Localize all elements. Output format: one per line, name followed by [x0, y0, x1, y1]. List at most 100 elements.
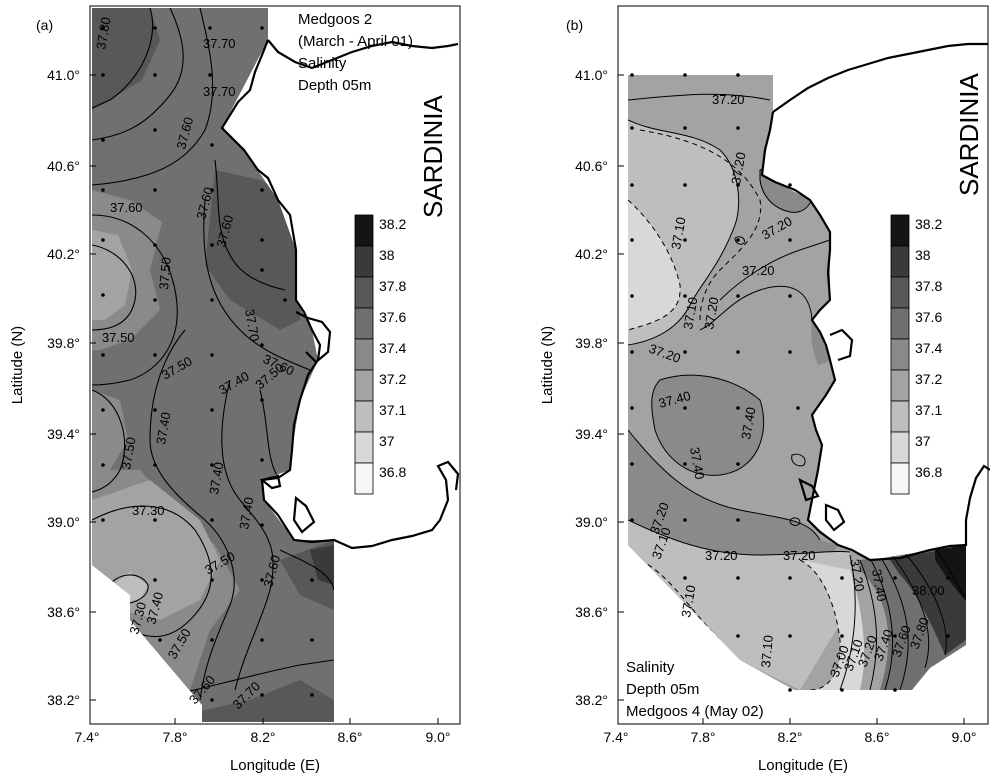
- colorbar-swatch: [354, 431, 374, 464]
- contour-label: 37.70: [242, 308, 262, 343]
- y-tick-label: 38.2°: [47, 692, 80, 708]
- colorbar-tick-label: 37.1: [379, 402, 406, 418]
- colorbar-tick-label: 38: [915, 247, 931, 263]
- y-tick-label: 41.0°: [575, 67, 608, 83]
- colorbar-swatch: [890, 307, 910, 340]
- y-tick-label: 38.6°: [575, 604, 608, 620]
- panel-a-stations: [101, 26, 314, 702]
- contour-label: 37.20: [783, 548, 816, 563]
- info-line: (March - April 01): [298, 33, 413, 50]
- contour-label: 37.40: [236, 496, 256, 531]
- contour-label: 37.40: [687, 446, 707, 481]
- colorbar-tick-label: 36.8: [915, 464, 942, 480]
- panel-b-colorbar: 38.2 38 37.8 37.6 37.4 37.2 37.1 37 36.8: [890, 214, 942, 495]
- contour-label: 37.40: [869, 568, 889, 603]
- panel-b-x-axis-label: Longitude (E): [758, 757, 848, 774]
- colorbar-swatch: [890, 276, 910, 309]
- colorbar-tick-label: 37.6: [379, 309, 406, 325]
- panel-a-info-box: Medgoos 2 (March - April 01) Salinity De…: [298, 11, 413, 94]
- colorbar-swatch: [890, 462, 910, 495]
- x-tick-label: 9.0°: [951, 729, 976, 745]
- colorbar-swatch: [354, 462, 374, 495]
- x-tick-label: 7.8°: [690, 729, 715, 745]
- colorbar-swatch: [890, 214, 910, 247]
- panel-b-x-ticks: 7.4° 7.8° 8.2° 8.6° 9.0°: [603, 729, 976, 745]
- panel-a-coastline: [220, 39, 460, 550]
- y-tick-label: 40.2°: [47, 246, 80, 262]
- colorbar-swatch: [354, 214, 374, 247]
- x-tick-label: 9.0°: [425, 729, 450, 745]
- contour-label: 37.40: [153, 411, 173, 446]
- colorbar-tick-label: 37.1: [915, 402, 942, 418]
- contour-label: 37.10: [678, 584, 698, 619]
- colorbar-swatch: [890, 400, 910, 433]
- panel-a-label: (a): [36, 17, 53, 33]
- panel-b-y-ticks: 41.0° 40.6° 40.2° 39.8° 39.4° 39.0° 38.6…: [575, 67, 608, 708]
- colorbar-tick-label: 37.4: [915, 340, 942, 356]
- info-line: Salinity: [626, 659, 675, 676]
- x-tick-label: 7.4°: [74, 729, 99, 745]
- colorbar-tick-label: 37.6: [915, 309, 942, 325]
- contour-label: 38.00: [912, 583, 945, 598]
- contour-label: 37.10: [668, 216, 688, 251]
- colorbar-tick-label: 37.2: [915, 371, 942, 387]
- y-tick-label: 40.2°: [575, 246, 608, 262]
- contour-label: 37.70: [203, 36, 236, 51]
- contour-label: 37.50: [118, 436, 138, 471]
- colorbar-swatch: [354, 400, 374, 433]
- contour-label: 37.30: [132, 503, 165, 518]
- panel-b-stations: [630, 73, 950, 692]
- colorbar-swatch: [354, 369, 374, 402]
- y-tick-label: 40.6°: [575, 158, 608, 174]
- contour-label: 37.20: [847, 558, 867, 593]
- y-tick-label: 39.8°: [575, 335, 608, 351]
- colorbar-tick-label: 38.2: [915, 216, 942, 232]
- panel-b: 37.20 37.20 37.10 37.20 37.20 37.10 37.2…: [539, 5, 990, 774]
- contour-label: 37.20: [728, 151, 748, 186]
- y-tick-label: 39.4°: [47, 426, 80, 442]
- contour-label: 37.10: [758, 635, 776, 669]
- colorbar-tick-label: 37.8: [379, 278, 406, 294]
- contour-label: 37.40: [206, 461, 226, 496]
- contour-label: 37.80: [93, 16, 113, 51]
- info-line: Depth 05m: [298, 77, 371, 94]
- contour-label: 37.40: [738, 406, 758, 441]
- panel-a-y-ticks: 41.0° 40.6° 40.2° 39.8° 39.4° 39.0° 38.6…: [47, 67, 80, 708]
- panel-a-colorbar: 38.2 38 37.8 37.6 37.4 37.2 37.1 37 36.8: [354, 214, 406, 495]
- contour-label: 37.50: [102, 330, 135, 345]
- colorbar-swatch: [890, 369, 910, 402]
- colorbar-swatch: [354, 245, 374, 278]
- panel-b-y-axis-label: Latitude (N): [539, 326, 556, 404]
- colorbar-tick-label: 37: [915, 433, 931, 449]
- y-tick-label: 39.0°: [47, 514, 80, 530]
- panel-b-info-box: Salinity Depth 05m Medgoos 4 (May 02): [626, 659, 764, 720]
- panel-a-x-axis-label: Longitude (E): [230, 757, 320, 774]
- info-line: Depth 05m: [626, 681, 699, 698]
- y-tick-label: 38.2°: [575, 692, 608, 708]
- contour-label: 37.20: [712, 92, 745, 107]
- colorbar-tick-label: 37: [379, 433, 395, 449]
- info-line: Salinity: [298, 55, 347, 72]
- colorbar-tick-label: 36.8: [379, 464, 406, 480]
- colorbar-tick-label: 37.8: [915, 278, 942, 294]
- x-tick-label: 8.2°: [250, 729, 275, 745]
- y-tick-label: 39.4°: [575, 426, 608, 442]
- panel-a-x-ticks: 7.4° 7.8° 8.2° 8.6° 9.0°: [74, 729, 450, 745]
- contour-label: 37.20: [701, 296, 721, 331]
- x-tick-label: 8.6°: [337, 729, 362, 745]
- contour-label: 37.20: [705, 548, 738, 563]
- info-line: Medgoos 2: [298, 11, 372, 28]
- info-line: Medgoos 4 (May 02): [626, 703, 764, 720]
- panel-a-frame: [89, 5, 461, 725]
- contour-label: 37.60: [110, 200, 143, 215]
- contour-label: 37.50: [156, 257, 174, 291]
- x-tick-label: 7.4°: [603, 729, 628, 745]
- panel-b-tick-marks: [617, 74, 965, 724]
- colorbar-swatch: [354, 338, 374, 371]
- colorbar-tick-label: 38.2: [379, 216, 406, 232]
- panel-a: 37.80 37.70 37.70 37.60 37.60 37.60 37.5…: [9, 5, 461, 774]
- colorbar-swatch: [354, 307, 374, 340]
- x-tick-label: 8.6°: [864, 729, 889, 745]
- panel-b-region-label: SARDINIA: [954, 73, 984, 196]
